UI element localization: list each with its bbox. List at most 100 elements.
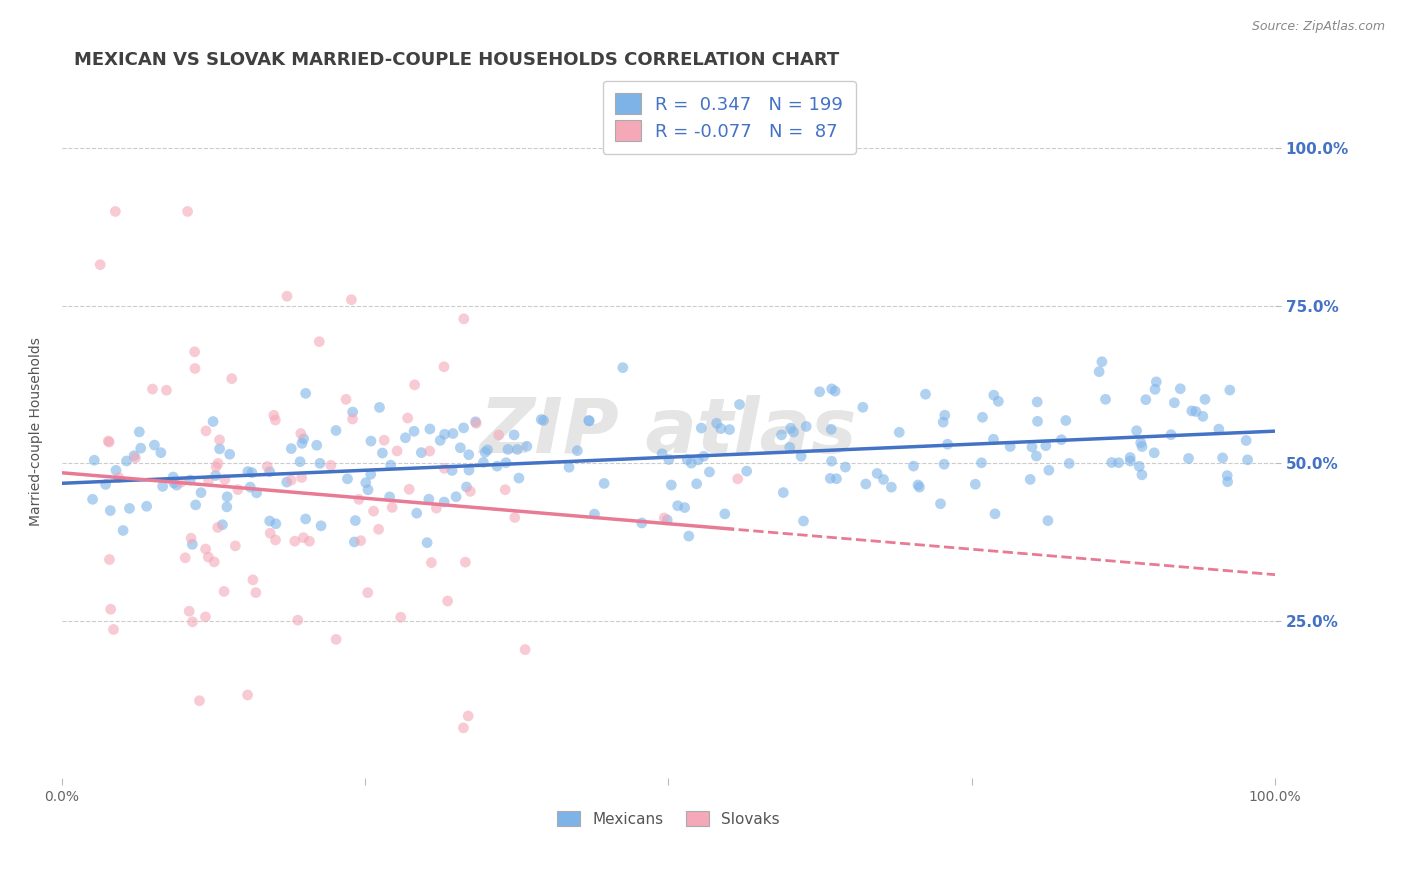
Point xyxy=(183,344,205,359)
Point xyxy=(181,537,204,551)
Point xyxy=(794,419,817,434)
Y-axis label: Married-couple Households: Married-couple Households xyxy=(30,337,44,526)
Point xyxy=(335,392,357,407)
Point xyxy=(280,473,302,487)
Point xyxy=(174,550,197,565)
Point xyxy=(141,382,163,396)
Point xyxy=(259,514,281,528)
Point xyxy=(188,694,211,708)
Point xyxy=(166,478,188,492)
Point xyxy=(987,394,1010,409)
Point xyxy=(204,468,226,483)
Point xyxy=(389,610,412,624)
Point xyxy=(907,478,929,492)
Point xyxy=(436,594,458,608)
Point xyxy=(398,482,420,496)
Point xyxy=(1088,365,1111,379)
Point xyxy=(218,447,240,461)
Point xyxy=(308,334,330,349)
Point xyxy=(202,555,225,569)
Point xyxy=(658,452,681,467)
Point xyxy=(208,442,231,456)
Point xyxy=(914,387,936,401)
Point xyxy=(215,500,238,514)
Point xyxy=(1234,434,1257,448)
Point xyxy=(264,413,287,427)
Point xyxy=(239,480,262,494)
Point xyxy=(396,411,419,425)
Point xyxy=(1236,452,1258,467)
Point xyxy=(1208,422,1230,436)
Point xyxy=(350,533,373,548)
Point xyxy=(972,410,994,425)
Point xyxy=(496,442,519,457)
Point xyxy=(1216,468,1239,483)
Point xyxy=(612,360,634,375)
Point xyxy=(676,452,699,467)
Point xyxy=(1036,514,1059,528)
Point xyxy=(465,417,488,431)
Point xyxy=(135,500,157,514)
Point xyxy=(486,459,509,474)
Point xyxy=(226,483,249,497)
Point xyxy=(441,426,464,441)
Text: Source: ZipAtlas.com: Source: ZipAtlas.com xyxy=(1251,20,1385,33)
Point xyxy=(1130,440,1153,454)
Point xyxy=(1181,404,1204,418)
Point xyxy=(1168,382,1191,396)
Point xyxy=(1216,475,1239,489)
Point xyxy=(1094,392,1116,407)
Point xyxy=(820,422,842,436)
Point xyxy=(457,709,479,723)
Point xyxy=(176,204,198,219)
Point xyxy=(808,384,831,399)
Point xyxy=(115,454,138,468)
Point xyxy=(1144,375,1167,389)
Point xyxy=(405,506,427,520)
Point xyxy=(593,476,616,491)
Point xyxy=(488,428,510,442)
Point xyxy=(373,434,395,448)
Point xyxy=(357,585,380,599)
Point xyxy=(292,432,315,446)
Point xyxy=(474,445,496,459)
Point xyxy=(98,503,121,517)
Point xyxy=(983,388,1005,402)
Point xyxy=(453,721,475,735)
Point xyxy=(825,472,848,486)
Point xyxy=(718,423,741,437)
Point xyxy=(425,501,447,516)
Point xyxy=(360,467,382,482)
Point xyxy=(782,425,804,439)
Point xyxy=(371,446,394,460)
Point xyxy=(357,483,380,497)
Point xyxy=(908,480,931,494)
Point xyxy=(104,204,127,219)
Point xyxy=(506,442,529,457)
Point xyxy=(122,449,145,463)
Point xyxy=(290,426,312,441)
Point xyxy=(472,455,495,469)
Point xyxy=(855,477,877,491)
Text: MEXICAN VS SLOVAK MARRIED-COUPLE HOUSEHOLDS CORRELATION CHART: MEXICAN VS SLOVAK MARRIED-COUPLE HOUSEHO… xyxy=(75,51,839,69)
Point xyxy=(934,408,956,422)
Point xyxy=(112,524,135,538)
Point xyxy=(464,415,486,429)
Point xyxy=(929,497,952,511)
Point xyxy=(221,371,243,385)
Point xyxy=(932,415,955,429)
Point xyxy=(1050,433,1073,447)
Point xyxy=(197,550,219,565)
Point xyxy=(298,534,321,549)
Point xyxy=(190,485,212,500)
Point xyxy=(211,517,233,532)
Point xyxy=(184,361,207,376)
Point xyxy=(503,510,526,524)
Point xyxy=(1101,456,1123,470)
Point xyxy=(433,359,456,374)
Point xyxy=(325,632,347,647)
Point xyxy=(184,498,207,512)
Point xyxy=(1125,424,1147,438)
Point xyxy=(866,467,889,481)
Point xyxy=(194,424,217,438)
